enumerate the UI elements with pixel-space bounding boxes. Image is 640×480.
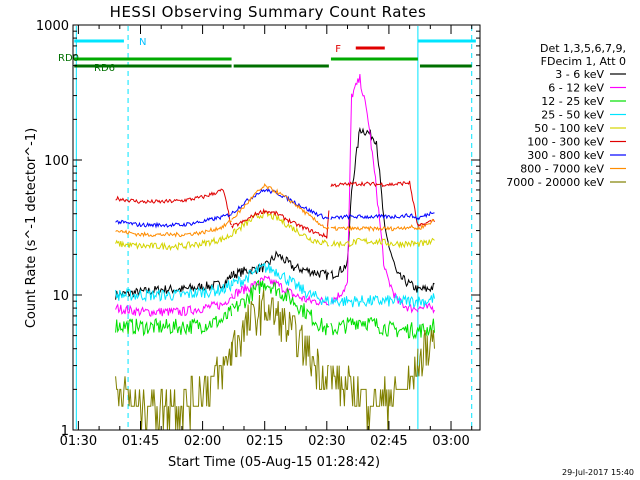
series-line [417,218,435,230]
plot-frame [72,24,481,431]
series-100-300-kev [115,180,435,239]
flag-label-rd6: RD6 [94,63,115,74]
flag-label-f: F [335,44,341,55]
series-line [231,279,330,336]
series-line [330,213,419,221]
legend-entry-label: 300 - 800 keV [527,149,604,162]
series-50-100-kev [115,210,435,252]
y-tick-label: 10 [52,289,69,304]
legend-entry-label: 12 - 25 keV [541,95,604,108]
legend-entry-label: 6 - 12 keV [548,82,604,95]
legend-entry-label: 800 - 7000 keV [520,163,604,176]
x-tick-label: 03:00 [432,434,469,449]
series-line [115,341,233,431]
flag-label-n: N [139,37,146,48]
legend: Det 1,3,5,6,7,9,FDecim 1, Att 03 - 6 keV… [506,42,626,189]
plot-area: N F RD0 RD6 [58,26,476,431]
legend-entry-label: 7000 - 20000 keV [506,176,604,189]
legend-entry-label: 50 - 100 keV [534,122,604,135]
series-line [231,275,330,306]
x-tick-label: 02:00 [184,434,221,449]
x-axis: 01:30 01:45 02:00 02:15 02:30 02:45 03:00 [60,25,473,449]
x-tick-label: 02:15 [246,434,283,449]
y-tick-label: 1000 [36,19,69,34]
series-12-25-kev [115,279,435,340]
series-6-12-kev [115,73,435,317]
series-line [231,210,330,247]
series-line [115,297,232,317]
y-axis: 1 10 100 1000 [36,19,480,439]
series-line [115,218,232,238]
x-tick-label: 02:45 [370,434,407,449]
chart-title: HESSI Observing Summary Count Rates [110,3,427,21]
series-line [417,330,435,377]
x-axis-label: Start Time (05-Aug-15 01:28:42) [168,455,380,470]
series-7000-20000-kev [115,289,435,431]
series-line [115,213,232,229]
series-line [330,73,419,314]
series-line [330,237,419,249]
series-line [417,282,435,293]
footer-timestamp: 29-Jul-2017 15:40 [562,468,634,477]
series-25-50-kev [115,262,435,309]
series-line [231,289,329,390]
series-line [231,250,330,280]
legend-entry-label: 25 - 50 keV [541,109,604,122]
series-line [115,305,233,337]
series-line [115,280,233,303]
series-line [115,233,232,252]
x-tick-label: 01:30 [60,434,97,449]
y-tick-label: 100 [44,154,69,169]
series-line [231,188,330,220]
legend-entry-label: 100 - 300 keV [527,136,604,149]
series-line [417,210,435,221]
y-axis-label: Count Rate (s^-1 detector^-1) [24,128,39,328]
legend-entry-label: 3 - 6 keV [555,68,604,81]
series-3-6-kev [115,126,435,300]
y-tick-label: 1 [61,424,69,439]
legend-header-line: FDecim 1, Att 0 [541,55,626,68]
x-tick-label: 02:30 [308,434,345,449]
series-line [115,188,232,226]
series-800-7000-kev [115,183,435,238]
series-line [231,207,330,239]
series-300-800-kev [115,188,435,229]
series-line [330,293,419,309]
series-line [231,262,330,306]
series-line [330,126,419,293]
series-line [330,316,419,340]
series-line [231,183,330,230]
series-line [417,237,435,247]
x-tick-label: 01:45 [122,434,159,449]
series-line [417,293,435,308]
series-line [330,180,419,226]
flag-label-rd0: RD0 [58,53,79,64]
legend-header-line: Det 1,3,5,6,7,9, [540,42,626,55]
series-line [330,224,419,233]
series-line [330,348,419,431]
